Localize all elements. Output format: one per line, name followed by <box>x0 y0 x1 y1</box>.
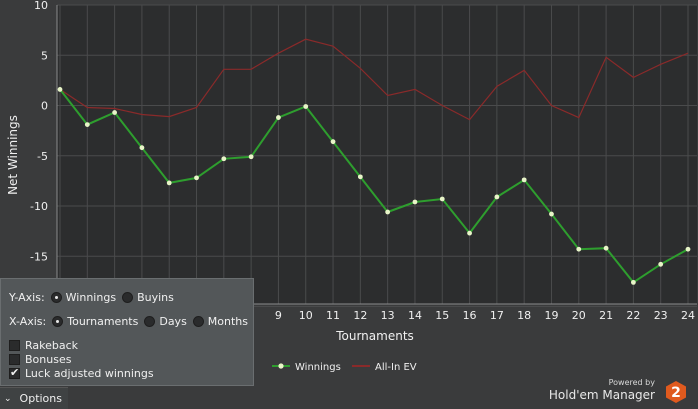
y-winnings-radio[interactable] <box>50 292 62 303</box>
x-tick-label: 17 <box>490 309 504 322</box>
y-tick-label: 5 <box>41 49 48 62</box>
winnings-point <box>412 199 418 205</box>
winnings-point <box>57 87 63 92</box>
y-tick-label: -10 <box>30 200 48 213</box>
hem-logo-icon: 2 <box>666 381 686 403</box>
winnings-point <box>385 209 391 215</box>
winnings-point <box>576 246 582 252</box>
winnings-point <box>439 196 445 202</box>
x-tournaments-radio[interactable] <box>52 316 64 327</box>
x-axis-row: X-Axis: Tournaments Days Months <box>9 315 248 328</box>
winnings-point <box>549 211 554 217</box>
x-tick-label: 14 <box>408 309 422 322</box>
plot-area <box>57 5 697 304</box>
winnings-point <box>194 175 199 181</box>
series-line-winnings <box>59 88 689 284</box>
x-months-label[interactable]: Months <box>207 315 249 328</box>
powered-by-text: Powered by <box>608 378 655 387</box>
x-months-radio[interactable] <box>192 316 204 327</box>
y-tick-label: 10 <box>34 0 48 12</box>
winnings-point <box>166 180 172 186</box>
x-tick-label: 23 <box>654 309 668 322</box>
x-tick-label: 19 <box>544 309 558 322</box>
x-tick-label: 13 <box>381 309 395 322</box>
winnings-point <box>84 122 90 127</box>
winnings-point <box>221 156 227 162</box>
x-tick-label: 11 <box>326 309 340 322</box>
winnings-point <box>521 177 527 183</box>
options-panel: Y-Axis: Winnings Buyins X-Axis: Tourname… <box>0 278 254 386</box>
x-tick-label: 16 <box>463 309 477 322</box>
legend-allin-ev-label: All-In EV <box>375 362 417 373</box>
options-toggle-button[interactable]: ⌄ Options <box>0 387 68 409</box>
legend-winnings-label: Winnings <box>295 362 341 373</box>
x-days-label[interactable]: Days <box>159 315 187 328</box>
winnings-point <box>303 104 309 109</box>
x-tick-label: 18 <box>517 309 531 322</box>
legend-winnings-marker <box>278 363 284 369</box>
rakeback-checkbox[interactable] <box>9 340 20 351</box>
y-axis-row: Y-Axis: Winnings Buyins <box>9 291 174 304</box>
winnings-point <box>112 110 118 115</box>
y-axis-label: Net Winnings <box>6 115 20 195</box>
winnings-point <box>330 139 336 145</box>
options-tab-label: Options <box>19 392 62 405</box>
winnings-point <box>603 245 609 251</box>
bonuses-row[interactable]: Bonuses <box>9 353 71 366</box>
winnings-point <box>276 115 281 120</box>
x-tick-label: 22 <box>626 309 640 322</box>
bonuses-label[interactable]: Bonuses <box>25 353 72 366</box>
x-tick-label: 21 <box>599 309 613 322</box>
luck-adjusted-row[interactable]: Luck adjusted winnings <box>9 366 154 380</box>
x-tick-label: 15 <box>435 309 449 322</box>
winnings-point <box>357 174 363 180</box>
x-days-radio[interactable] <box>144 316 156 327</box>
x-tick-label: 12 <box>353 309 367 322</box>
y-tick-label: 0 <box>41 100 48 113</box>
y-tick-label: -15 <box>30 250 48 263</box>
x-tournaments-label[interactable]: Tournaments <box>67 315 139 328</box>
x-axis-label: X-Axis: <box>9 315 47 328</box>
y-winnings-label[interactable]: Winnings <box>65 291 117 304</box>
y-buyins-label[interactable]: Buyins <box>137 291 174 304</box>
y-axis-label: Y-Axis: <box>9 291 45 304</box>
luck-adjusted-label[interactable]: Luck adjusted winnings <box>25 367 154 380</box>
luck-adjusted-checkbox[interactable] <box>9 366 20 379</box>
winnings-point <box>467 230 472 236</box>
chevron-down-icon: ⌄ <box>4 393 12 404</box>
brand-name: Hold'em Manager <box>548 388 655 402</box>
series-lines <box>57 38 691 285</box>
logo-digit: 2 <box>671 385 681 401</box>
winnings-point <box>658 261 664 267</box>
bonuses-checkbox[interactable] <box>9 354 20 365</box>
y-tick-label: -5 <box>37 150 48 163</box>
x-tick-label: 20 <box>572 309 586 322</box>
x-axis-label: Tournaments <box>335 329 414 343</box>
y-buyins-radio[interactable] <box>122 292 134 303</box>
legend: Winnings All-In EV <box>272 362 417 373</box>
rakeback-label[interactable]: Rakeback <box>25 339 79 352</box>
x-tick-labels: 9 10 11 12 13 14 15 16 17 18 19 20 21 22 23 24 <box>275 309 695 322</box>
winnings-point <box>248 154 254 160</box>
x-tick-label: 9 <box>275 309 282 322</box>
x-tick-label: 10 <box>299 309 313 322</box>
series-line-allin-ev <box>59 38 689 121</box>
winnings-point <box>494 194 500 200</box>
winnings-point <box>630 279 636 285</box>
x-tick-label: 24 <box>681 309 695 322</box>
y-tick-labels: 10 5 0 -5 -10 -15 <box>30 0 48 263</box>
hem-branding: Powered by Hold'em Manager 2 <box>547 378 687 406</box>
winnings-point <box>685 246 691 252</box>
rakeback-row[interactable]: Rakeback <box>9 339 78 352</box>
winnings-point <box>139 145 145 151</box>
